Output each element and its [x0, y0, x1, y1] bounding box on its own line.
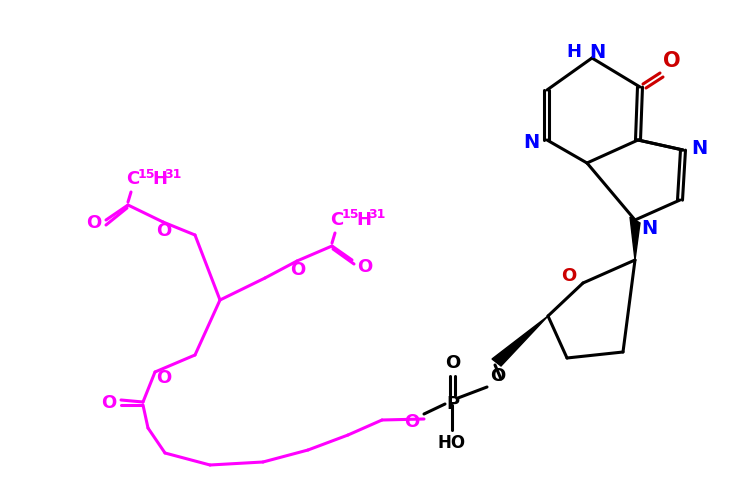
Text: 31: 31	[368, 209, 386, 221]
Text: O: O	[445, 354, 461, 372]
Text: H: H	[356, 211, 371, 229]
Text: N: N	[691, 139, 707, 157]
Text: H: H	[153, 170, 167, 188]
Text: O: O	[87, 214, 102, 232]
Text: 31: 31	[164, 168, 181, 180]
Text: H: H	[566, 43, 581, 61]
Polygon shape	[492, 316, 548, 366]
Text: HO: HO	[438, 434, 466, 452]
Text: C: C	[331, 211, 343, 229]
Text: P: P	[447, 395, 459, 413]
Text: 15: 15	[137, 168, 155, 180]
Text: 15: 15	[341, 209, 358, 221]
Text: O: O	[490, 367, 505, 385]
Text: O: O	[157, 222, 172, 240]
Text: O: O	[358, 258, 373, 276]
Text: N: N	[589, 42, 605, 62]
Text: O: O	[663, 51, 681, 71]
Text: O: O	[562, 267, 577, 285]
Text: O: O	[102, 394, 117, 412]
Polygon shape	[630, 217, 640, 260]
Text: O: O	[404, 413, 419, 431]
Text: O: O	[157, 369, 172, 387]
Text: O: O	[291, 261, 306, 279]
Text: N: N	[641, 219, 657, 239]
Text: C: C	[127, 170, 139, 188]
Text: N: N	[523, 134, 539, 152]
